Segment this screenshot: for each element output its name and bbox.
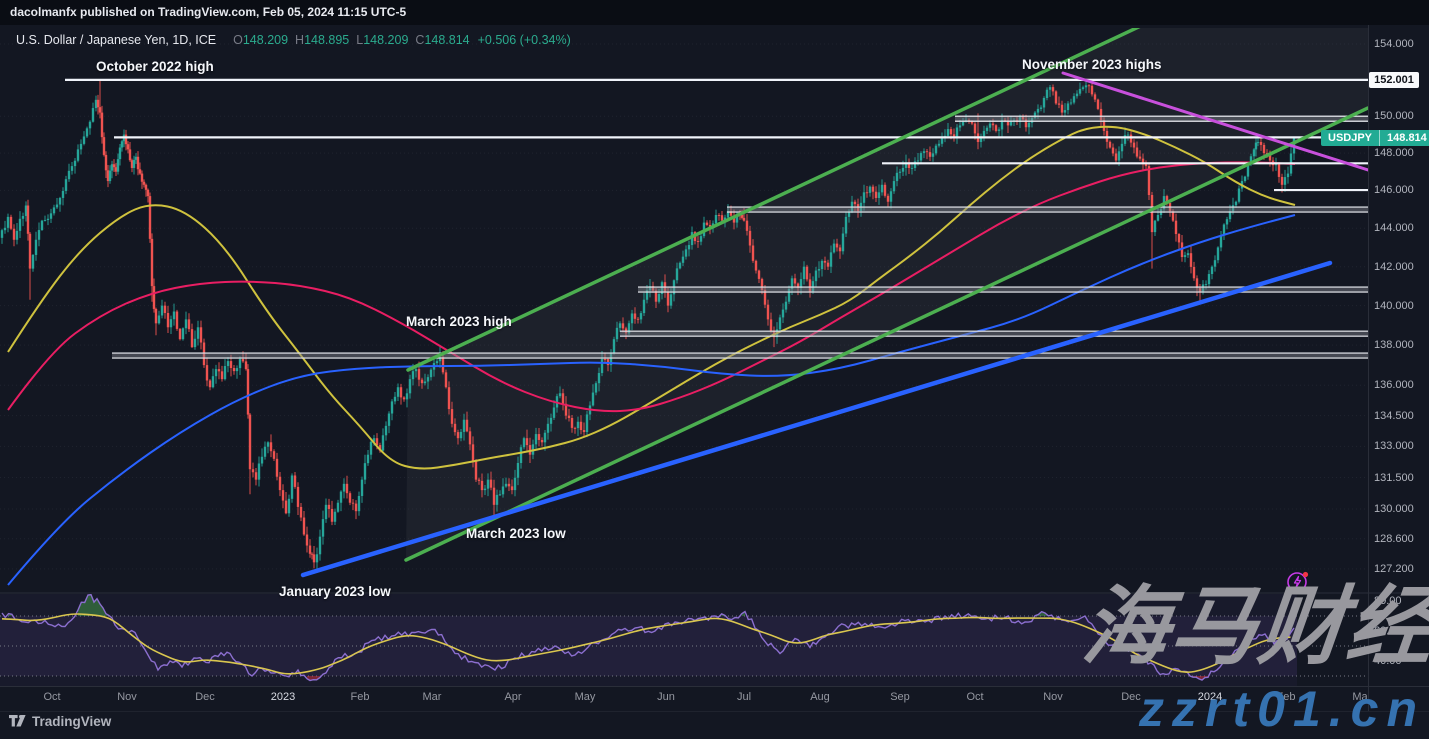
price-axis-label: 154.000 — [1374, 38, 1414, 50]
annotation-text[interactable]: March 2023 high — [406, 314, 512, 329]
ohlc-value: 148.814 — [424, 33, 470, 47]
ma-yellow — [7, 125, 1296, 470]
time-axis-label: Nov — [117, 691, 137, 703]
tradingview-logo-text: TradingView — [32, 714, 112, 729]
grid-lines — [0, 43, 1368, 570]
symbol-legend: U.S. Dollar / Japanese Yen, 1D, ICE O148.… — [16, 33, 571, 47]
footer-strip — [0, 711, 1429, 739]
time-axis-label: Jun — [657, 691, 675, 703]
price-axis-label: 131.500 — [1374, 471, 1414, 484]
rsi-axis-label: 40.00 — [1374, 655, 1402, 667]
tradingview-logo-icon — [9, 715, 26, 727]
publisher-text: dacolmanfx published on TradingView.com,… — [10, 5, 407, 19]
last-price-badge: USDJPY 148.814 — [1321, 130, 1429, 147]
ohlc-value: 148.895 — [304, 33, 350, 47]
price-level-badge: 152.001 — [1369, 71, 1419, 88]
rsi-series — [1, 594, 1295, 682]
price-axis-label: 142.000 — [1374, 260, 1414, 273]
price-axis-label: 133.000 — [1374, 440, 1414, 453]
time-axis-label: Dec — [1121, 691, 1141, 703]
ohlc-value: 148.209 — [363, 33, 409, 47]
ohlc-key: C — [415, 33, 425, 47]
rsi-axis-label: 80.00 — [1374, 595, 1402, 607]
ma-pink — [7, 161, 1296, 413]
last-price-symbol: USDJPY — [1321, 130, 1381, 147]
ohlc-value: 148.209 — [242, 33, 289, 47]
trendline-resistance-magenta[interactable] — [1061, 71, 1368, 172]
candlestick-series — [0, 80, 1296, 571]
time-axis-label: Mar — [422, 691, 442, 703]
price-axis-label: 148.000 — [1374, 147, 1414, 160]
time-axis-label: Dec — [195, 691, 215, 703]
time-axis-label: Jul — [736, 691, 752, 703]
last-price-value: 148.814 — [1387, 132, 1427, 145]
price-axis-label: 144.000 — [1374, 222, 1414, 235]
time-axis-label: Feb — [350, 691, 370, 703]
time-axis-label: Apr — [504, 691, 522, 703]
time-axis-label: Nov — [1043, 691, 1063, 703]
time-axis-label: 2024 — [1197, 691, 1223, 703]
time-axis-label: Oct — [966, 691, 984, 703]
support-resistance-zones — [112, 115, 1368, 359]
price-axis-label: 146.000 — [1374, 184, 1414, 197]
ohlc-key: O — [233, 33, 243, 47]
ma-blue — [7, 214, 1296, 586]
flash-boost-icon[interactable] — [1286, 570, 1310, 594]
trendline-support-blue[interactable] — [300, 260, 1333, 578]
trendline-channel-lower-green[interactable] — [404, 106, 1368, 562]
symbol-title[interactable]: U.S. Dollar / Japanese Yen, 1D, ICE — [16, 33, 217, 47]
ohlc-key: L — [356, 33, 364, 47]
time-axis-label: Aug — [810, 691, 830, 703]
publisher-bar: dacolmanfx published on TradingView.com,… — [0, 0, 1429, 25]
time-axis-label: Sep — [890, 691, 910, 703]
annotation-text[interactable]: October 2022 high — [96, 59, 214, 74]
price-axis-label: 150.000 — [1374, 110, 1414, 123]
price-axis-label: 140.000 — [1374, 299, 1414, 312]
time-axis-label: Oct — [43, 691, 61, 703]
annotation-text[interactable]: March 2023 low — [466, 526, 566, 541]
ohlc-values: O148.209 H148.895 L148.209 C148.814 — [226, 33, 470, 47]
annotation-text[interactable]: November 2023 highs — [1022, 57, 1162, 72]
ohlc-key: H — [295, 33, 305, 47]
watermark-url: zzrt01.cn — [1139, 681, 1425, 737]
rsi-pane-background — [0, 594, 1368, 686]
price-axis-label: 128.600 — [1374, 532, 1414, 545]
change-value: +0.506 (+0.34%) — [477, 33, 571, 47]
horizontal-levels — [65, 78, 1368, 192]
price-axis-label: 127.200 — [1374, 562, 1414, 575]
time-axis-label: Ma — [1352, 691, 1368, 703]
time-axis-label: May — [574, 691, 596, 703]
tradingview-logo[interactable]: TradingView — [9, 714, 111, 729]
price-axis-label: 130.000 — [1374, 503, 1414, 516]
time-axis-label: Feb — [1276, 691, 1296, 703]
watermark-cjk: 海马财经 — [1077, 579, 1429, 675]
rsi-axis-label: 60.00 — [1374, 625, 1402, 637]
price-axis-label: 138.000 — [1374, 339, 1414, 352]
price-axis-label: 134.500 — [1374, 409, 1414, 422]
channel-fill — [406, 28, 1368, 560]
annotation-text[interactable]: January 2023 low — [279, 584, 391, 599]
price-axis-label: 136.000 — [1374, 379, 1414, 392]
time-axis-label: 2023 — [270, 691, 296, 703]
trendline-channel-upper-green[interactable] — [406, 23, 1147, 372]
